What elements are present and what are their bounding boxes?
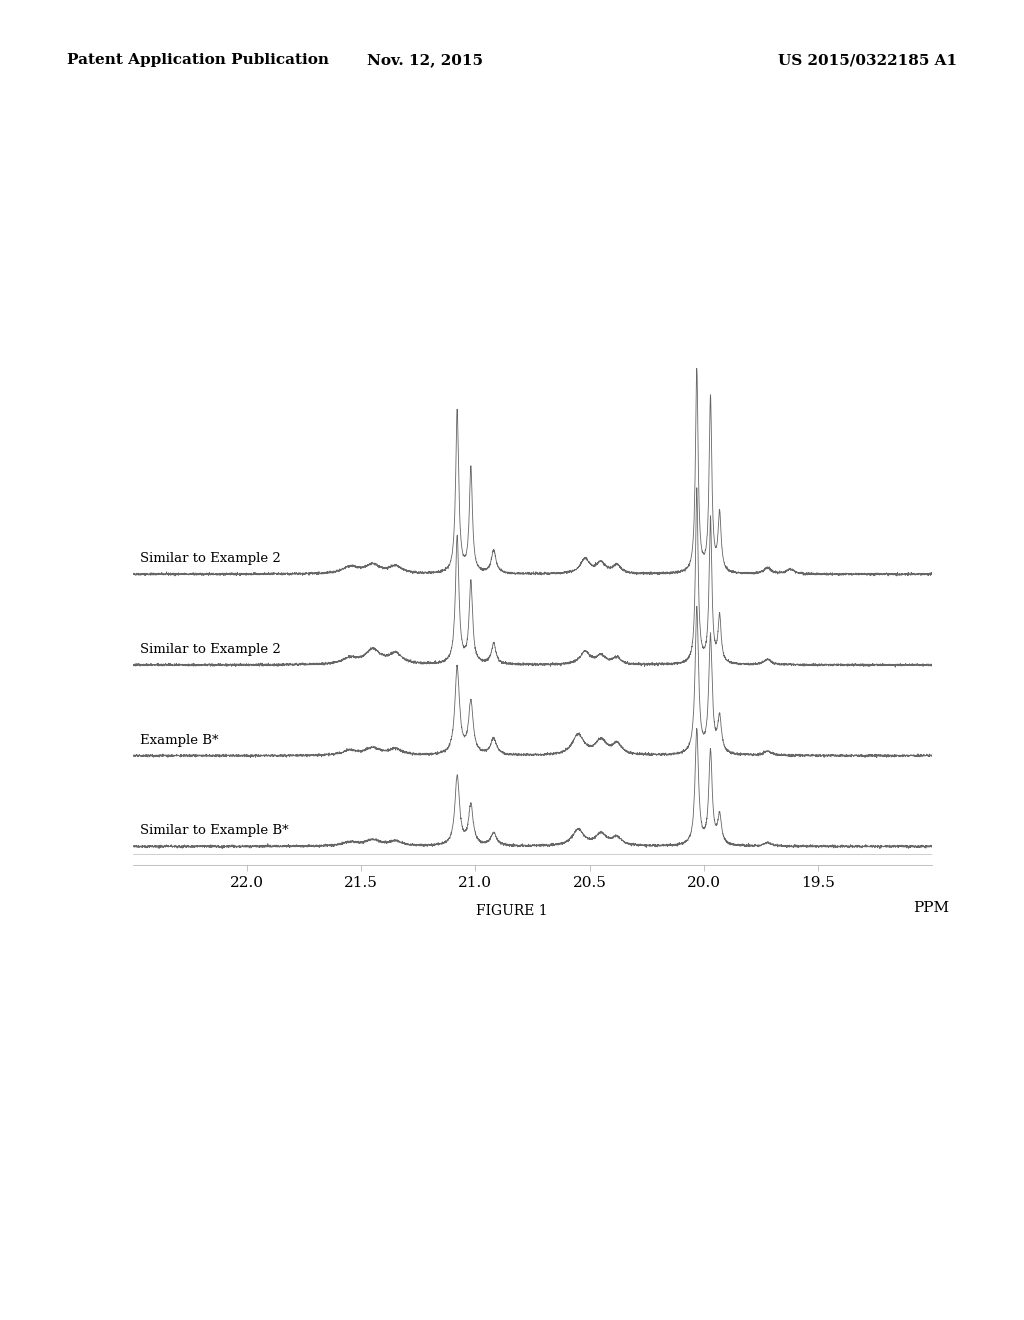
Text: Patent Application Publication: Patent Application Publication	[67, 53, 329, 67]
Text: Similar to Example 2: Similar to Example 2	[140, 552, 281, 565]
Text: PPM: PPM	[913, 902, 949, 915]
Text: Example B*: Example B*	[140, 734, 218, 747]
Text: Similar to Example B*: Similar to Example B*	[140, 825, 289, 837]
Text: FIGURE 1: FIGURE 1	[476, 904, 548, 917]
Text: Similar to Example 2: Similar to Example 2	[140, 643, 281, 656]
Text: Nov. 12, 2015: Nov. 12, 2015	[367, 53, 483, 67]
Text: US 2015/0322185 A1: US 2015/0322185 A1	[778, 53, 957, 67]
